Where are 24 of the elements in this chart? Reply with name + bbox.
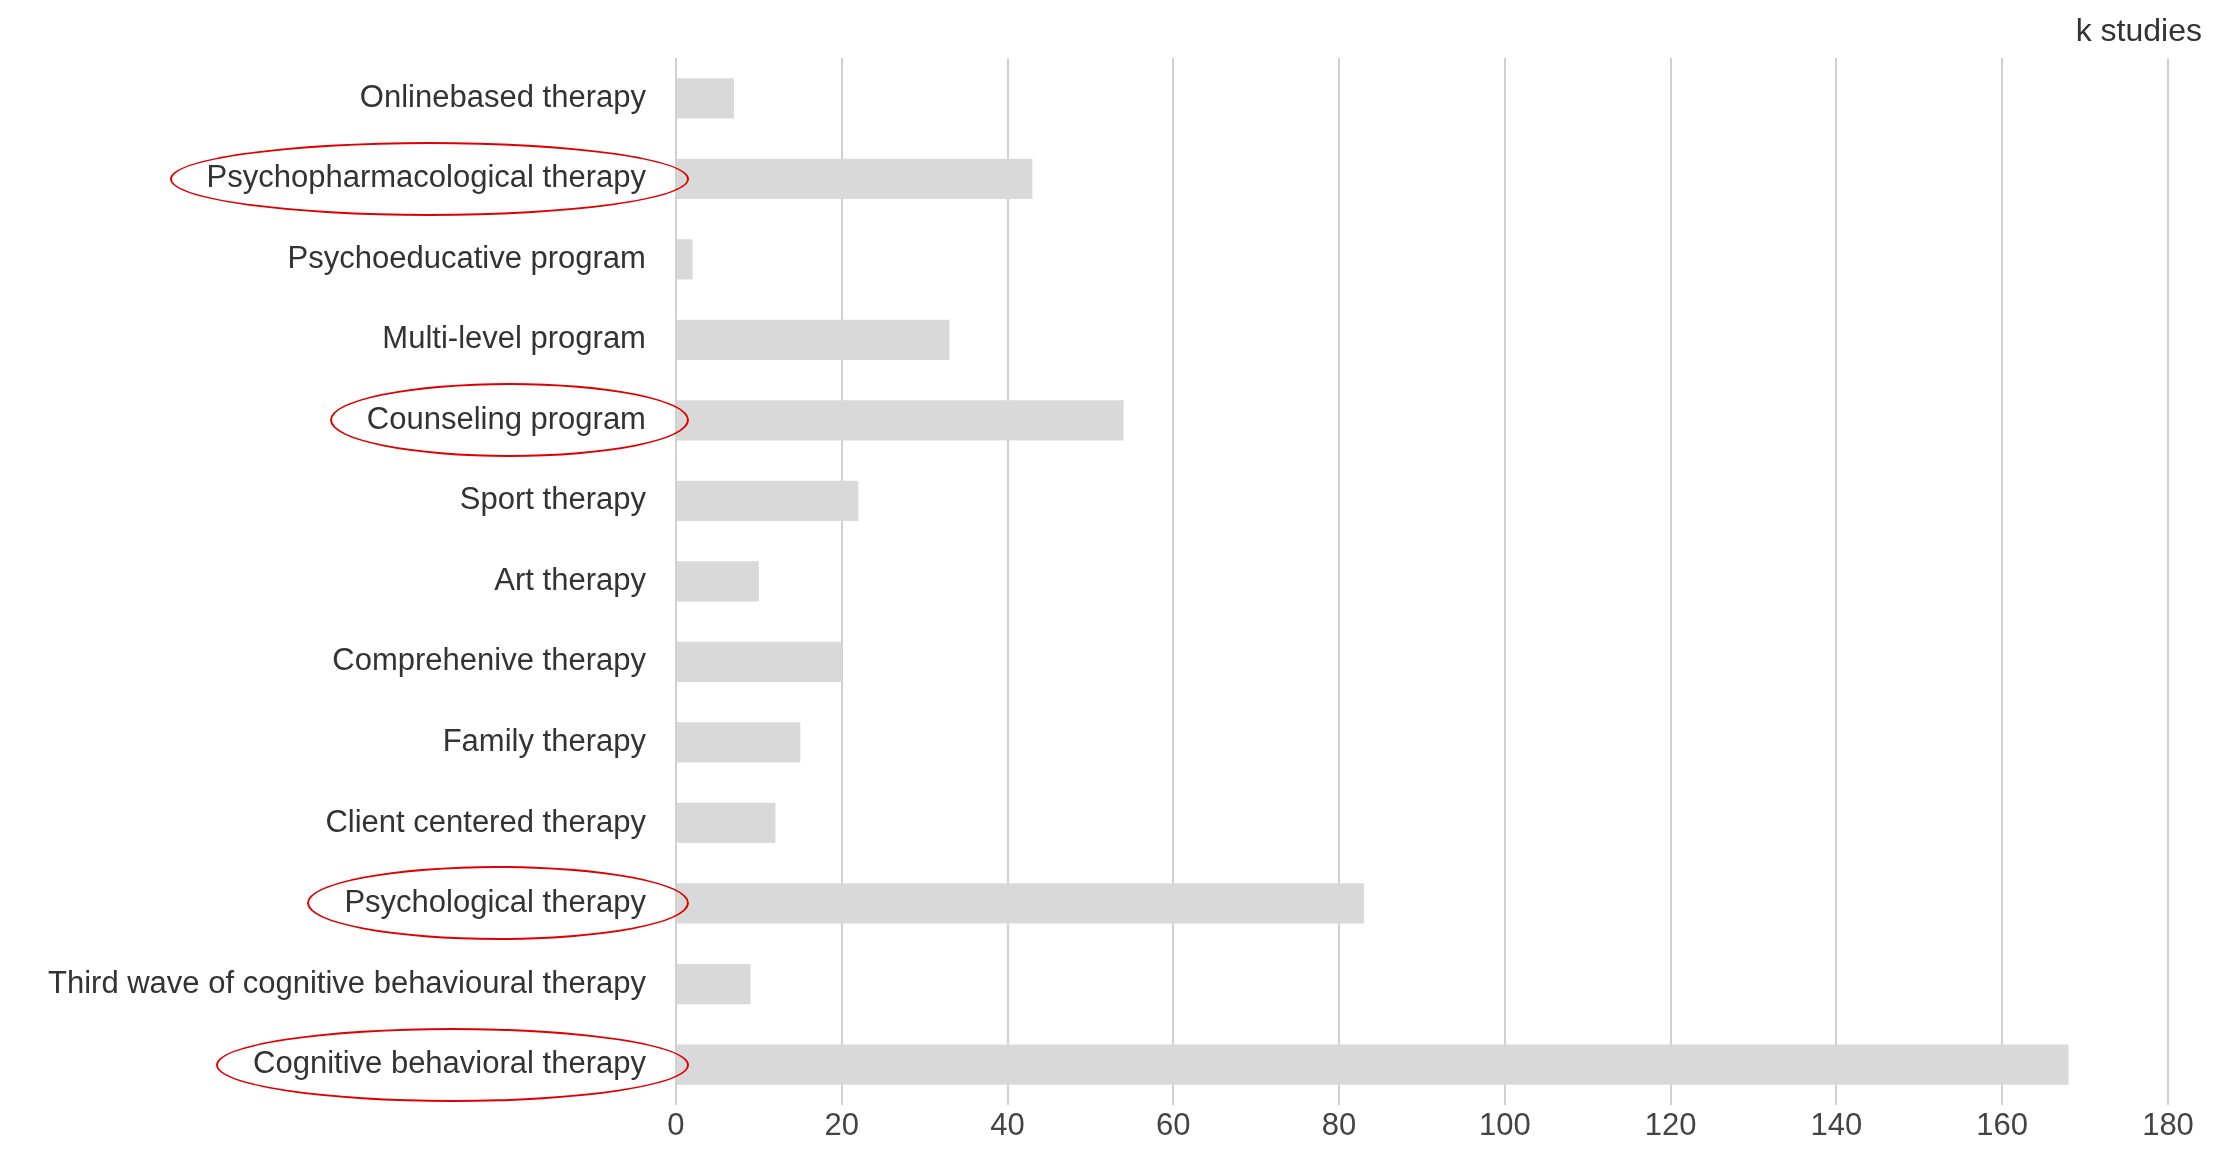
y-tick-label: Client centered therapy — [325, 803, 647, 839]
x-tick-label: 80 — [1321, 1106, 1357, 1142]
y-tick-label: Third wave of cognitive behavioural therapy — [47, 964, 647, 1000]
x-axis-title: k studies — [2075, 11, 2202, 48]
y-tick-label: Comprehenive therapy — [332, 642, 647, 678]
y-tick-label: Onlinebased therapy — [359, 78, 647, 114]
y-tick-label: Psychopharmacological therapy — [206, 159, 647, 195]
x-tick-label: 120 — [1644, 1106, 1697, 1142]
y-tick-label: Cognitive behavioral therapy — [253, 1045, 647, 1081]
y-tick-label: Counseling program — [366, 400, 646, 436]
y-tick-label: Psychological therapy — [344, 884, 647, 920]
x-tick-label: 140 — [1810, 1106, 1863, 1142]
y-tick-label: Art therapy — [494, 561, 647, 597]
y-tick-label: Psychoeducative program — [287, 239, 646, 275]
x-tick-label: 0 — [667, 1106, 685, 1142]
x-tick-label: 60 — [1156, 1106, 1191, 1142]
x-tick-label: 40 — [990, 1106, 1025, 1142]
y-tick-label: Multi-level program — [382, 320, 646, 356]
x-tick-label: 160 — [1976, 1106, 2029, 1142]
x-tick-label: 20 — [824, 1106, 859, 1142]
y-tick-label: Family therapy — [442, 722, 647, 758]
x-tick-label: 100 — [1479, 1106, 1531, 1142]
x-tick-label: 180 — [2142, 1106, 2194, 1142]
y-tick-label: Sport therapy — [459, 481, 647, 517]
